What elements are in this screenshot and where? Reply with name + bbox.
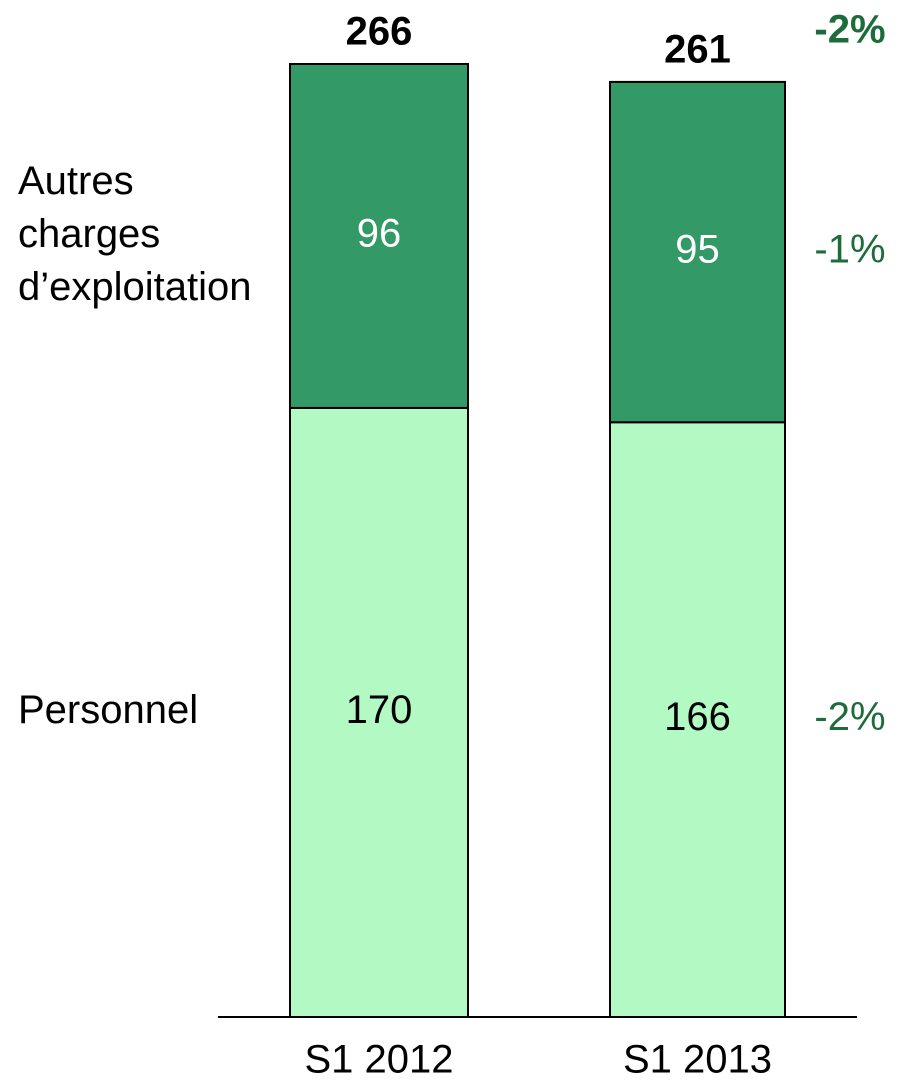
total-label: 266 (346, 10, 413, 54)
value-label: 166 (664, 695, 731, 739)
change-label: -2% (814, 695, 885, 739)
value-label: 96 (357, 212, 402, 256)
bar-segment (289, 63, 469, 409)
bar-segment (289, 406, 469, 1019)
value-label: 95 (675, 228, 720, 272)
change-label: -1% (814, 228, 885, 272)
legend-label: Personnel (18, 688, 198, 732)
x-tick-label: S1 2012 (304, 1038, 453, 1082)
bar-segment (609, 80, 786, 424)
total-change-label: -2% (814, 8, 885, 52)
legend-label: Autres charges d’exploitation (18, 159, 252, 309)
value-label: 170 (346, 688, 413, 732)
total-label: 261 (664, 27, 731, 71)
x-tick-label: S1 2013 (623, 1038, 772, 1082)
